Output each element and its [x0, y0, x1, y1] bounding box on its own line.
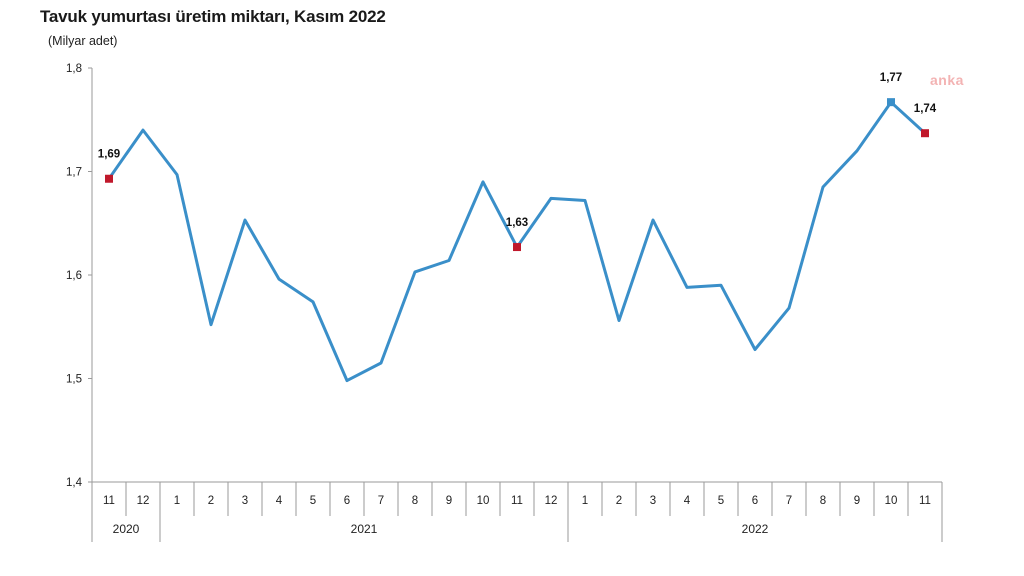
data-marker [513, 243, 521, 252]
data-label: 1,74 [914, 103, 937, 115]
data-point [787, 306, 791, 310]
x-tick-label: 5 [310, 495, 316, 507]
x-tick-label: 1 [582, 495, 588, 507]
data-label: 1,77 [880, 72, 902, 84]
data-marker [105, 174, 113, 183]
y-axis-unit-label: (Milyar adet) [48, 34, 118, 48]
x-tick-label: 9 [446, 495, 452, 507]
data-label: 1,63 [506, 217, 528, 229]
y-tick-label: 1,7 [66, 167, 82, 179]
series-line [107, 100, 927, 383]
year-label: 2021 [351, 522, 378, 536]
data-point [685, 286, 689, 289]
x-tick-label: 4 [684, 495, 691, 507]
data-point [549, 197, 553, 200]
data-label: 1,69 [98, 149, 120, 161]
data-point [243, 218, 247, 222]
x-tick-label: 2 [616, 495, 622, 507]
data-point [855, 149, 859, 152]
data-point [719, 284, 723, 287]
x-tick-label: 8 [412, 495, 418, 507]
data-point [209, 323, 213, 326]
data-marker [887, 98, 895, 107]
x-tick-label: 4 [276, 495, 283, 507]
x-tick-label: 9 [854, 495, 860, 507]
y-tick-label: 1,4 [66, 477, 83, 489]
x-tick-label: 7 [378, 495, 384, 507]
data-point [345, 379, 349, 382]
data-point [141, 128, 145, 132]
data-point [379, 361, 383, 365]
x-tick-label: 3 [242, 495, 248, 507]
y-tick-label: 1,5 [66, 374, 82, 386]
y-tick-label: 1,6 [66, 270, 82, 282]
x-tick-label: 8 [820, 495, 826, 507]
year-label: 2020 [113, 522, 140, 536]
data-point [413, 270, 417, 274]
data-point [175, 173, 179, 176]
data-point [583, 199, 587, 202]
x-tick-label: 3 [650, 495, 656, 507]
y-tick-label: 1,8 [66, 63, 82, 75]
data-point [617, 319, 621, 322]
x-tick-label: 11 [103, 495, 115, 507]
x-tick-label: 1 [174, 495, 180, 507]
x-tick-label: 12 [137, 495, 150, 507]
watermark-logo: anka [930, 72, 964, 88]
x-tick-label: 11 [919, 495, 931, 507]
data-point [447, 259, 451, 262]
x-tick-label: 7 [786, 495, 792, 507]
x-tick-label: 10 [885, 495, 898, 507]
x-tick-label: 12 [545, 495, 558, 507]
x-tick-label: 10 [477, 495, 490, 507]
data-marker [921, 129, 929, 138]
data-point [821, 185, 825, 189]
x-tick-label: 6 [752, 495, 758, 507]
data-point [277, 277, 281, 281]
x-tick-label: 5 [718, 495, 724, 507]
data-point [651, 218, 655, 222]
x-tick-label: 6 [344, 495, 350, 507]
x-tick-label: 2 [208, 495, 214, 507]
data-point [481, 180, 485, 184]
data-point [753, 348, 757, 351]
data-point [311, 300, 315, 304]
year-label: 2022 [742, 522, 769, 536]
chart-title: Tavuk yumurtası üretim miktarı, Kasım 20… [40, 7, 386, 26]
x-tick-label: 11 [511, 495, 523, 507]
